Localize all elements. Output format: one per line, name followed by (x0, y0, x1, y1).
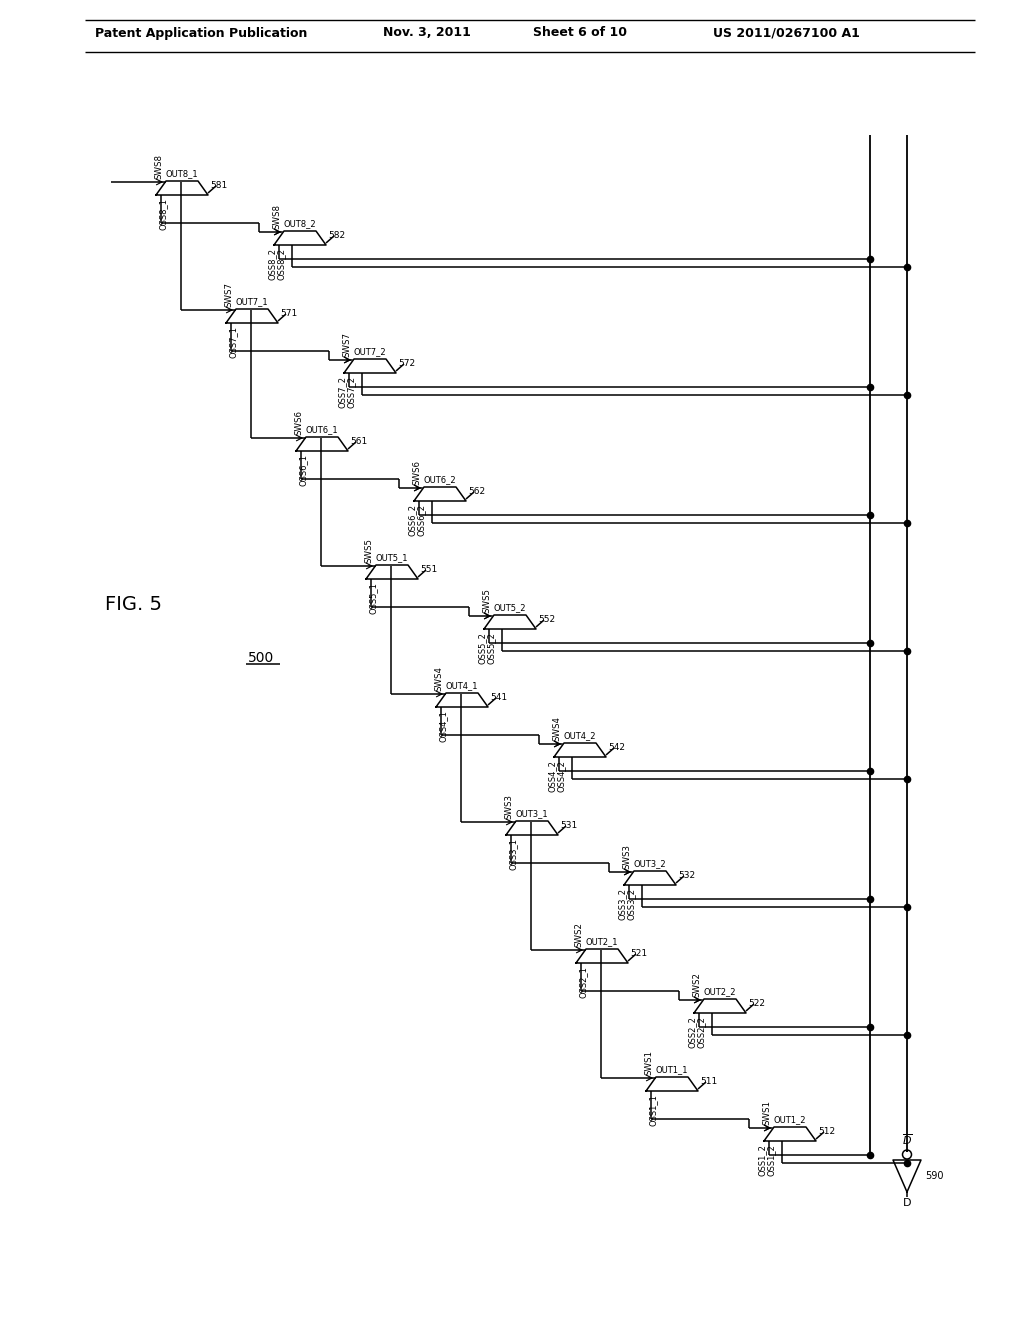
Text: 561: 561 (350, 437, 368, 446)
Text: 590: 590 (925, 1171, 943, 1181)
Text: 532: 532 (678, 871, 695, 880)
Text: SWS5: SWS5 (364, 539, 373, 564)
Text: OUT8_1: OUT8_1 (166, 169, 199, 178)
Text: Sheet 6 of 10: Sheet 6 of 10 (534, 26, 627, 40)
Text: SWS6: SWS6 (412, 459, 421, 484)
Text: SWS3: SWS3 (622, 843, 631, 869)
Text: OSS5_2: OSS5_2 (487, 632, 496, 664)
Text: SWS7: SWS7 (224, 282, 233, 308)
Text: OUT8_2: OUT8_2 (284, 219, 316, 228)
Text: SWS6: SWS6 (294, 411, 303, 436)
Text: SWS2: SWS2 (574, 921, 583, 946)
Text: OSS3_2: OSS3_2 (627, 888, 636, 920)
Text: OSS1_2: OSS1_2 (758, 1144, 767, 1176)
Text: 582: 582 (328, 231, 345, 240)
Text: Patent Application Publication: Patent Application Publication (95, 26, 307, 40)
Text: 541: 541 (490, 693, 507, 702)
Text: SWS5: SWS5 (482, 587, 490, 612)
Polygon shape (156, 181, 208, 195)
Polygon shape (436, 693, 488, 708)
Text: SWS7: SWS7 (342, 333, 351, 356)
Text: OUT7_2: OUT7_2 (353, 347, 386, 356)
Text: SWS3: SWS3 (504, 795, 513, 818)
Text: OUT7_1: OUT7_1 (236, 297, 268, 306)
Text: OSS3_1: OSS3_1 (509, 838, 518, 870)
Text: OUT2_2: OUT2_2 (703, 987, 736, 997)
Text: OUT3_1: OUT3_1 (516, 809, 548, 818)
Text: OSS4_1: OSS4_1 (439, 710, 449, 742)
Text: 521: 521 (630, 949, 647, 958)
Text: OSS5_2: OSS5_2 (478, 632, 487, 664)
Text: OSS8_1: OSS8_1 (159, 198, 168, 230)
Text: 542: 542 (608, 743, 625, 752)
Text: Nov. 3, 2011: Nov. 3, 2011 (383, 26, 471, 40)
Text: OUT6_1: OUT6_1 (306, 425, 338, 434)
Text: SWS2: SWS2 (692, 972, 701, 997)
Text: OUT3_2: OUT3_2 (634, 859, 667, 869)
Text: OUT1_1: OUT1_1 (655, 1065, 688, 1074)
Text: OSS1_2: OSS1_2 (767, 1144, 776, 1176)
Text: OUT6_2: OUT6_2 (424, 475, 457, 484)
Text: 511: 511 (700, 1077, 717, 1086)
Text: OUT1_2: OUT1_2 (774, 1115, 806, 1125)
Text: 512: 512 (818, 1127, 836, 1137)
Polygon shape (764, 1127, 816, 1140)
Text: OSS8_2: OSS8_2 (268, 248, 278, 280)
Polygon shape (226, 309, 278, 323)
Text: OSS7_2: OSS7_2 (338, 376, 347, 408)
Text: 500: 500 (248, 651, 274, 665)
Text: 562: 562 (468, 487, 485, 496)
Text: SWS1: SWS1 (762, 1100, 771, 1125)
Polygon shape (575, 949, 628, 964)
Polygon shape (484, 615, 536, 630)
Text: 572: 572 (398, 359, 415, 368)
Text: OSS1_1: OSS1_1 (649, 1094, 658, 1126)
Polygon shape (646, 1077, 698, 1092)
Polygon shape (274, 231, 326, 246)
Polygon shape (624, 871, 676, 884)
Text: 522: 522 (748, 999, 765, 1008)
Text: 571: 571 (280, 309, 297, 318)
Polygon shape (414, 487, 466, 502)
Text: OSS4_2: OSS4_2 (557, 760, 566, 792)
Text: OSS2_1: OSS2_1 (579, 966, 588, 998)
Text: OUT5_1: OUT5_1 (376, 553, 409, 562)
Polygon shape (893, 1160, 921, 1192)
Text: OSS8_2: OSS8_2 (278, 248, 286, 280)
Text: OSS7_1: OSS7_1 (229, 326, 238, 358)
Text: FIG. 5: FIG. 5 (105, 595, 162, 615)
Text: OSS2_2: OSS2_2 (688, 1016, 697, 1048)
Text: SWS4: SWS4 (434, 667, 443, 690)
Polygon shape (554, 743, 606, 756)
Text: SWS8: SWS8 (272, 205, 281, 228)
Text: OSS7_2: OSS7_2 (347, 376, 356, 408)
Text: OUT4_2: OUT4_2 (564, 731, 596, 741)
Text: OSS5_1: OSS5_1 (369, 582, 378, 614)
Polygon shape (366, 565, 418, 579)
Text: D: D (903, 1199, 911, 1208)
Text: 552: 552 (538, 615, 555, 624)
Text: OSS2_2: OSS2_2 (697, 1016, 706, 1048)
Text: $\overline{D}$: $\overline{D}$ (902, 1133, 912, 1147)
Text: OUT5_2: OUT5_2 (494, 603, 526, 612)
Polygon shape (344, 359, 396, 374)
Polygon shape (506, 821, 558, 836)
Text: OSS3_2: OSS3_2 (618, 888, 627, 920)
Text: OSS6_2: OSS6_2 (417, 504, 426, 536)
Text: 551: 551 (420, 565, 437, 574)
Polygon shape (694, 999, 746, 1012)
Text: SWS8: SWS8 (154, 154, 163, 180)
Text: SWS1: SWS1 (644, 1049, 653, 1074)
Text: US 2011/0267100 A1: US 2011/0267100 A1 (713, 26, 860, 40)
Text: OSS4_2: OSS4_2 (548, 760, 557, 792)
Text: OUT2_1: OUT2_1 (586, 937, 618, 946)
Text: OSS6_2: OSS6_2 (408, 504, 417, 536)
Polygon shape (296, 437, 348, 451)
Text: SWS4: SWS4 (552, 715, 561, 741)
Text: 531: 531 (560, 821, 578, 830)
Text: OSS6_1: OSS6_1 (299, 454, 308, 486)
Text: OUT4_1: OUT4_1 (445, 681, 478, 690)
Text: 581: 581 (210, 181, 227, 190)
